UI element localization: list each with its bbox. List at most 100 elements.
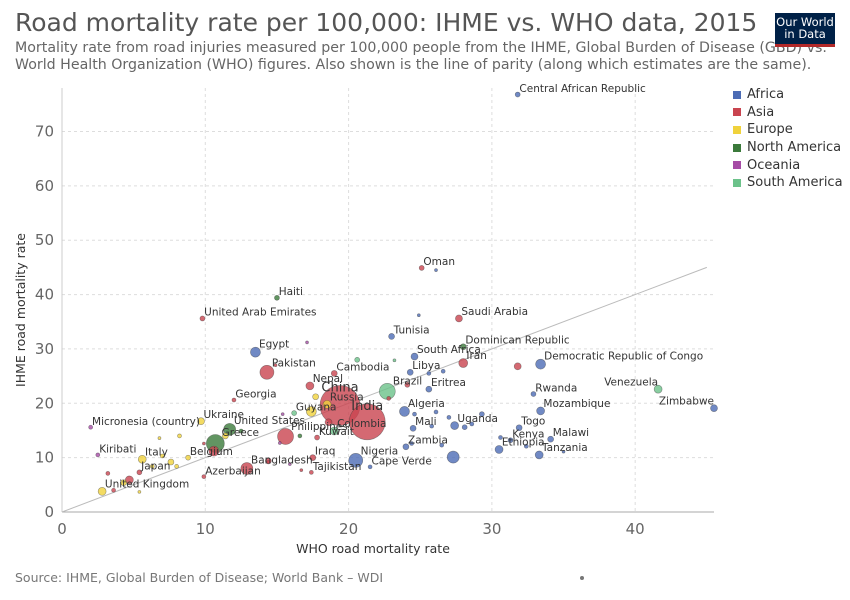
data-point[interactable] [507,437,514,444]
data-point[interactable] [305,340,309,345]
data-point[interactable] [348,403,386,441]
data-point[interactable] [329,426,339,436]
data-point[interactable] [177,433,182,439]
data-point[interactable] [498,435,503,440]
legend-item[interactable]: Europe [733,121,843,139]
data-point[interactable] [120,479,127,486]
legend-item[interactable]: Oceania [733,156,843,174]
data-point[interactable] [208,445,220,457]
data-point[interactable] [367,464,373,470]
data-point[interactable] [149,464,155,469]
data-point[interactable] [299,468,304,472]
data-point[interactable] [410,352,419,361]
data-point[interactable] [536,406,545,416]
source-note[interactable]: Source: IHME, Global Burden of Disease; … [15,570,384,585]
data-point[interactable] [197,417,205,426]
data-point[interactable] [417,313,421,318]
data-point[interactable] [402,443,410,451]
data-point[interactable] [95,452,101,458]
data-point[interactable] [136,469,143,476]
data-point[interactable] [309,470,314,475]
data-point[interactable] [259,364,275,380]
data-point[interactable] [277,428,294,445]
data-point[interactable] [274,295,280,301]
data-point[interactable] [446,415,452,420]
data-point[interactable] [174,464,179,469]
data-point[interactable] [305,381,315,391]
data-point[interactable] [322,400,332,409]
data-point[interactable] [348,453,364,468]
data-point[interactable] [240,462,254,475]
data-point[interactable] [547,435,554,443]
data-point[interactable] [653,384,663,394]
data-point[interactable] [409,441,414,446]
data-point[interactable] [418,265,425,271]
data-point[interactable] [137,454,147,464]
data-point[interactable] [515,424,523,432]
data-point[interactable] [429,423,435,429]
data-point[interactable] [297,433,303,439]
data-point[interactable] [425,385,433,393]
data-point[interactable] [223,423,236,436]
data-point[interactable] [309,454,317,461]
data-point[interactable] [330,370,338,377]
data-point[interactable] [202,441,206,446]
data-point[interactable] [88,424,93,430]
data-point[interactable] [199,315,206,322]
data-point[interactable] [388,333,395,340]
data-point[interactable] [266,460,271,464]
data-point[interactable] [306,406,317,417]
data-point[interactable] [312,393,319,401]
legend-item[interactable]: Africa [733,86,843,104]
data-point[interactable] [222,432,229,440]
data-point[interactable] [561,449,566,454]
data-point[interactable] [278,441,282,445]
legend-item[interactable]: North America [733,139,843,157]
data-point[interactable] [458,358,469,368]
data-point[interactable] [406,368,414,376]
data-point[interactable] [280,412,285,416]
data-point[interactable] [523,443,529,449]
data-point[interactable] [409,424,417,432]
data-point[interactable] [434,268,438,272]
data-point[interactable] [324,418,333,427]
data-point[interactable] [386,396,392,401]
data-point[interactable] [469,421,475,427]
data-point[interactable] [404,381,411,388]
data-point[interactable] [514,91,521,98]
data-point[interactable] [450,421,459,430]
data-point[interactable] [288,462,292,466]
owid-logo[interactable]: Our World in Data [775,13,835,47]
data-point[interactable] [157,436,162,440]
data-point[interactable] [534,450,544,460]
data-point[interactable] [111,487,116,493]
data-point[interactable] [399,406,410,417]
data-point[interactable] [231,397,237,403]
data-point[interactable] [354,356,360,363]
data-point[interactable] [238,428,244,434]
data-point[interactable] [167,458,175,466]
data-point[interactable] [201,474,207,479]
legend-item[interactable]: Asia [733,104,843,122]
data-point[interactable] [440,368,446,374]
data-point[interactable] [412,411,417,417]
data-point[interactable] [97,487,107,496]
data-point[interactable] [459,343,467,351]
data-point[interactable] [494,445,504,454]
data-point[interactable] [455,314,463,323]
data-point[interactable] [446,450,460,464]
data-point[interactable] [273,363,278,368]
legend-item[interactable]: South America [733,174,843,192]
data-point[interactable] [426,371,432,376]
data-point[interactable] [160,453,165,459]
data-point[interactable] [185,454,191,461]
data-point[interactable] [392,358,397,363]
data-point[interactable] [439,442,445,448]
data-point[interactable] [137,490,142,494]
data-point[interactable] [479,411,485,417]
data-point[interactable] [433,409,439,415]
data-point[interactable] [461,424,468,431]
data-point[interactable] [314,434,320,441]
data-point[interactable] [530,391,537,397]
data-point[interactable] [710,404,718,412]
